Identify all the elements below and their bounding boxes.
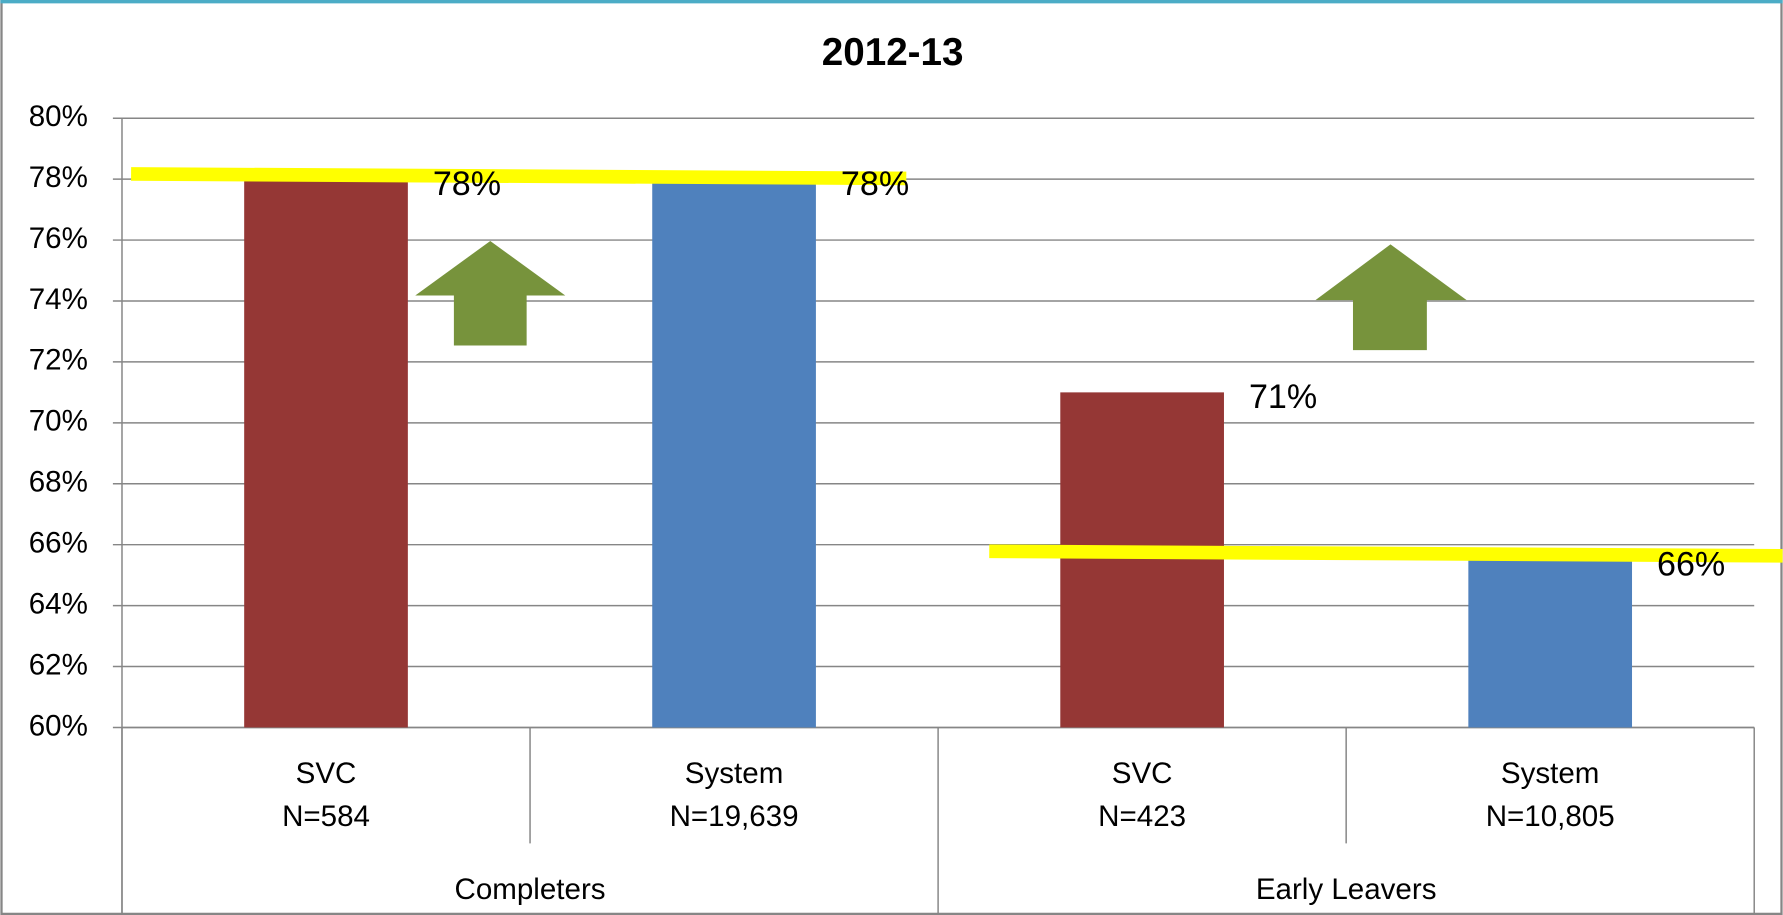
up-arrow [1315,244,1467,351]
group-label: Completers [455,873,606,906]
y-tick-label: 76% [29,222,88,255]
highlight-line [131,167,907,186]
y-tick-label: 74% [29,283,88,316]
y-tick-label: 72% [29,344,88,377]
x-tick-label: System [1501,757,1600,790]
bar [244,179,408,728]
x-tick-count: N=10,805 [1486,800,1615,833]
y-tick-label: 80% [29,100,88,133]
x-tick-count: N=584 [282,800,370,833]
bar [1060,392,1224,728]
y-tick-label: 68% [29,466,88,499]
value-label: 71% [1249,378,1317,416]
bar [652,179,816,728]
x-tick-label: SVC [1112,757,1173,790]
x-tick-label: System [685,757,784,790]
x-tick-count: N=423 [1098,800,1186,833]
y-tick-label: 66% [29,526,88,559]
up-arrow [415,240,566,346]
group-label: Early Leavers [1256,873,1437,906]
y-tick-label: 60% [29,709,88,742]
y-tick-label: 62% [29,648,88,681]
x-tick-count: N=19,639 [670,800,799,833]
y-tick-label: 78% [29,161,88,194]
y-tick-label: 64% [29,587,88,620]
value-label: 78% [841,165,909,203]
value-label: 66% [1657,546,1725,584]
highlight-line [989,544,1783,563]
x-tick-label: SVC [296,757,357,790]
value-label: 78% [433,165,501,203]
chart-title: 2012-13 [822,31,964,74]
bar [1468,559,1633,728]
y-tick-label: 70% [29,405,88,438]
